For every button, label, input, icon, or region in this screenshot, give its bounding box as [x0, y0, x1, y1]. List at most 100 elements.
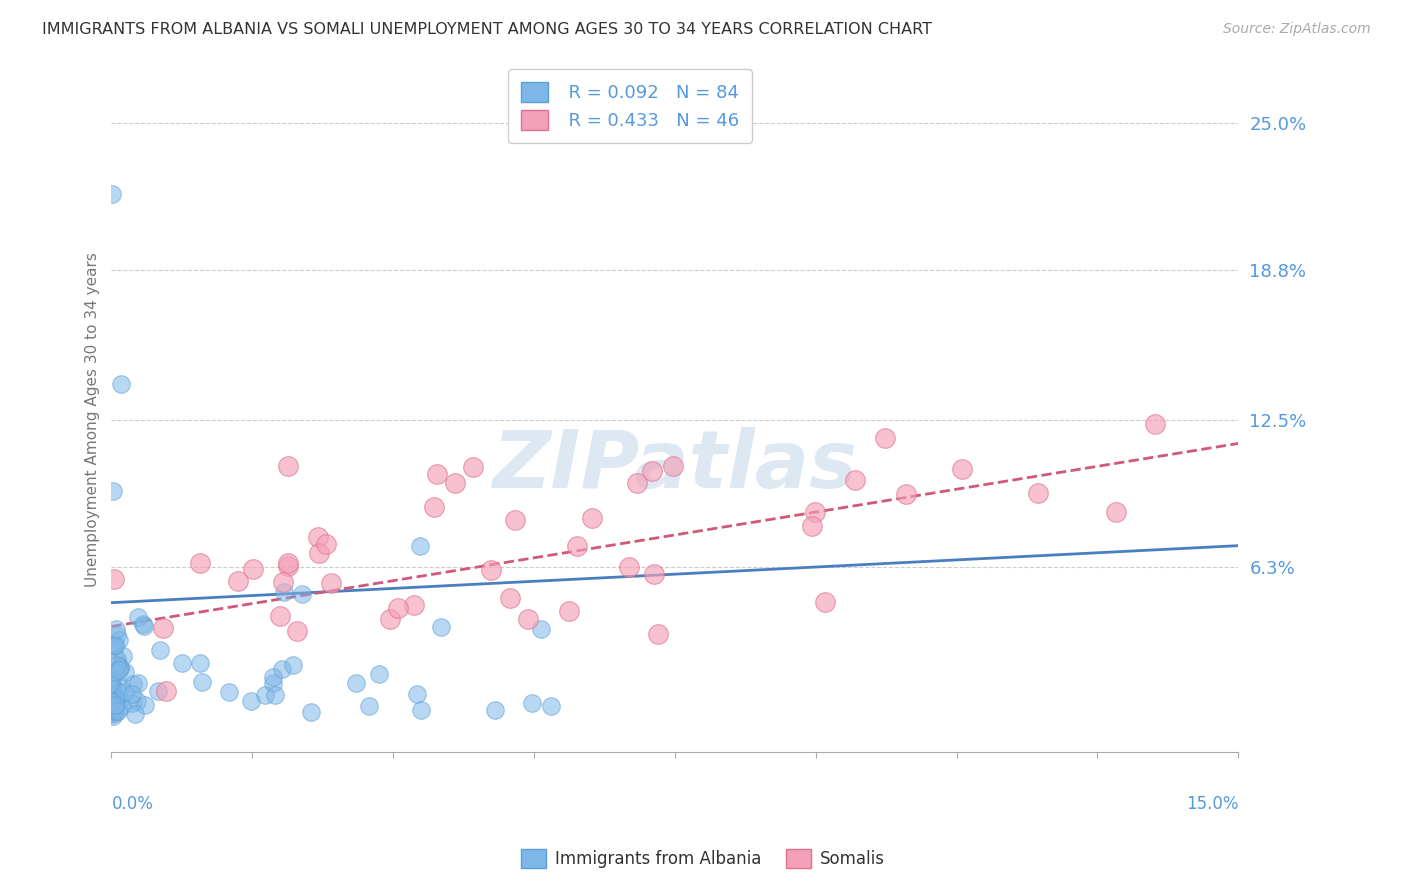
Point	[155, 684, 177, 698]
Point	[277, 558, 299, 573]
Point	[226, 574, 249, 588]
Point	[242, 562, 264, 576]
Point	[127, 694, 149, 708]
Point	[170, 657, 193, 671]
Point	[100, 706, 122, 721]
Point	[108, 679, 131, 693]
Point	[218, 685, 240, 699]
Point	[803, 505, 825, 519]
Point	[132, 617, 155, 632]
Point	[112, 648, 135, 663]
Point	[581, 510, 603, 524]
Point	[100, 695, 122, 709]
Point	[262, 676, 284, 690]
Point	[540, 698, 562, 713]
Point	[641, 464, 664, 478]
Point	[499, 591, 522, 606]
Point	[423, 500, 446, 515]
Point	[100, 186, 122, 201]
Point	[896, 487, 918, 501]
Point	[430, 620, 453, 634]
Point	[299, 705, 322, 719]
Point	[121, 687, 143, 701]
Point	[321, 575, 343, 590]
Point	[110, 377, 132, 392]
Point	[148, 683, 170, 698]
Point	[101, 708, 124, 723]
Point	[101, 679, 124, 693]
Point	[134, 698, 156, 713]
Point	[105, 628, 128, 642]
Point	[270, 662, 292, 676]
Point	[479, 563, 502, 577]
Point	[104, 638, 127, 652]
Point	[530, 622, 553, 636]
Point	[409, 703, 432, 717]
Point	[404, 598, 426, 612]
Text: Source: ZipAtlas.com: Source: ZipAtlas.com	[1223, 22, 1371, 37]
Point	[101, 701, 124, 715]
Point	[359, 699, 381, 714]
Point	[104, 665, 127, 679]
Point	[103, 694, 125, 708]
Point	[800, 519, 823, 533]
Point	[108, 660, 131, 674]
Point	[149, 642, 172, 657]
Point	[127, 676, 149, 690]
Point	[104, 652, 127, 666]
Point	[263, 689, 285, 703]
Point	[101, 698, 124, 712]
Point	[105, 651, 128, 665]
Point	[461, 460, 484, 475]
Point	[124, 706, 146, 721]
Point	[105, 657, 128, 672]
Point	[814, 595, 837, 609]
Point	[103, 572, 125, 586]
Point	[104, 622, 127, 636]
Point	[344, 676, 367, 690]
Point	[108, 633, 131, 648]
Point	[114, 665, 136, 680]
Point	[101, 681, 124, 696]
Point	[273, 575, 295, 590]
Point	[307, 529, 329, 543]
Point	[100, 681, 122, 695]
Point	[104, 639, 127, 653]
Point	[952, 462, 974, 476]
Point	[565, 539, 588, 553]
Point	[269, 609, 291, 624]
Point	[132, 619, 155, 633]
Legend: Immigrants from Albania, Somalis: Immigrants from Albania, Somalis	[515, 843, 891, 875]
Point	[1144, 417, 1167, 432]
Point	[108, 685, 131, 699]
Point	[100, 704, 122, 718]
Point	[291, 587, 314, 601]
Point	[281, 658, 304, 673]
Point	[100, 690, 122, 704]
Point	[315, 537, 337, 551]
Point	[647, 627, 669, 641]
Point	[191, 674, 214, 689]
Point	[662, 459, 685, 474]
Point	[253, 688, 276, 702]
Point	[643, 567, 665, 582]
Point	[103, 698, 125, 712]
Point	[443, 476, 465, 491]
Point	[1026, 486, 1049, 500]
Point	[111, 699, 134, 714]
Point	[240, 694, 263, 708]
Text: 0.0%: 0.0%	[111, 795, 153, 814]
Point	[101, 689, 124, 703]
Point	[409, 539, 432, 553]
Point	[121, 696, 143, 710]
Point	[100, 698, 122, 712]
Point	[104, 705, 127, 719]
Point	[152, 621, 174, 635]
Point	[277, 556, 299, 570]
Point	[100, 676, 122, 690]
Point	[105, 693, 128, 707]
Point	[273, 584, 295, 599]
Point	[107, 705, 129, 719]
Point	[127, 610, 149, 624]
Point	[190, 656, 212, 670]
